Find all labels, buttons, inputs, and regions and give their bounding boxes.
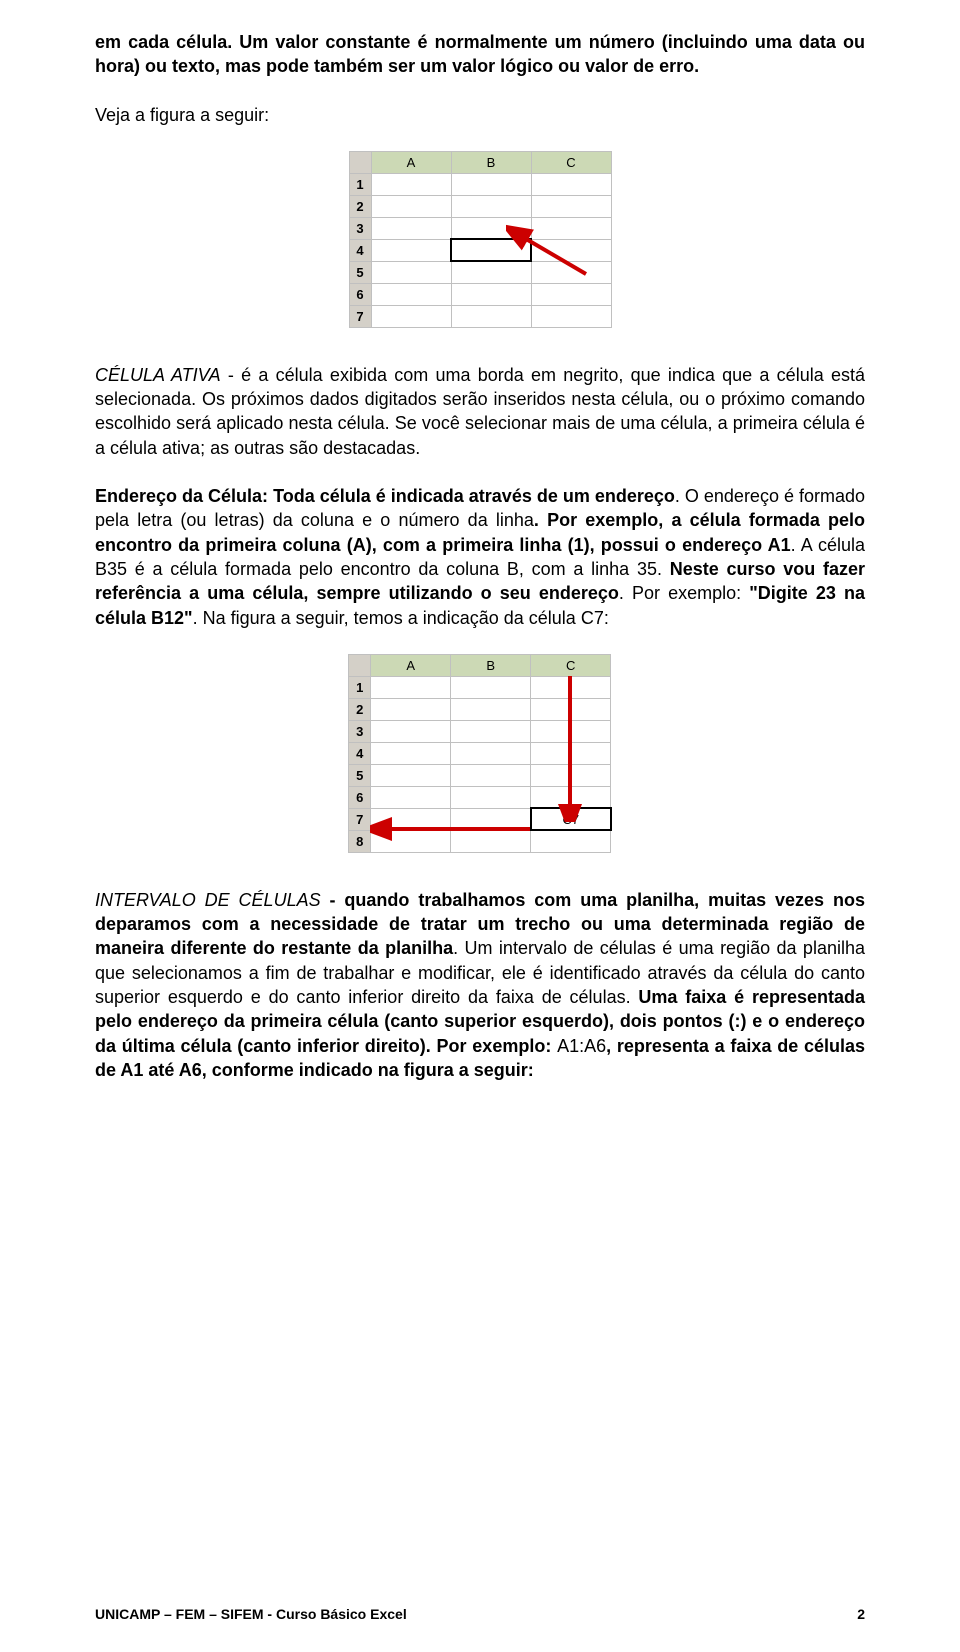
cell (371, 283, 451, 305)
cell (451, 786, 531, 808)
header-corner (349, 654, 371, 676)
figure-2-wrap: ABC 1234567 C7 8 (95, 654, 865, 853)
cell (531, 786, 611, 808)
cell (451, 261, 531, 283)
row-header: 3 (349, 720, 371, 742)
row-header: 4 (349, 742, 371, 764)
cell (451, 720, 531, 742)
cell (531, 305, 611, 327)
p4-m1: . O endereço é formado (675, 486, 865, 506)
figure-1: ABC 1234567 (349, 151, 612, 328)
p4-m3: . Por exemplo: (619, 583, 749, 603)
cell (371, 720, 451, 742)
row-header: 2 (349, 195, 371, 217)
p4-p1: pela letra (ou letras) da coluna e o núm… (95, 510, 534, 530)
row-header: 7 (349, 305, 371, 327)
cell (451, 195, 531, 217)
cell (451, 698, 531, 720)
cell (371, 786, 451, 808)
p4-m4: . Na figura a seguir, temos a indicação … (193, 608, 609, 628)
cell (531, 239, 611, 261)
cell (531, 173, 611, 195)
footer-left: UNICAMP – FEM – SIFEM - Curso Básico Exc… (95, 1606, 407, 1622)
row-header: 6 (349, 283, 371, 305)
p4-b1: Toda célula é indicada através de um end… (273, 486, 675, 506)
active-cell: C7 (531, 808, 611, 830)
cell (371, 239, 451, 261)
cell (531, 698, 611, 720)
paragraph-4: Endereço da Célula: Toda célula é indica… (95, 484, 865, 630)
cell (451, 283, 531, 305)
p5-p2: A1:A6 (557, 1036, 606, 1056)
row-header: 5 (349, 764, 371, 786)
header-corner (349, 151, 371, 173)
cell (531, 676, 611, 698)
cell (371, 830, 451, 852)
p4-prefix: Endereço da Célula: (95, 486, 273, 506)
row-header: 8 (349, 830, 371, 852)
column-header: A (371, 654, 451, 676)
figure-1-wrap: ABC 1234567 (95, 151, 865, 328)
cell (451, 305, 531, 327)
cell (371, 676, 451, 698)
paragraph-5: INTERVALO DE CÉLULAS - quando trabalhamo… (95, 888, 865, 1082)
cell (531, 830, 611, 852)
cell (371, 742, 451, 764)
cell (371, 173, 451, 195)
cell (451, 676, 531, 698)
cell (371, 808, 451, 830)
cell (371, 217, 451, 239)
row-header: 1 (349, 173, 371, 195)
cell (531, 720, 611, 742)
row-header: 2 (349, 698, 371, 720)
row-header: 3 (349, 217, 371, 239)
cell (451, 173, 531, 195)
cell (531, 283, 611, 305)
column-header: A (371, 151, 451, 173)
row-header: 1 (349, 676, 371, 698)
term-intervalo: INTERVALO DE CÉLULAS (95, 890, 321, 910)
figure-2: ABC 1234567 C7 8 (348, 654, 612, 853)
cell (371, 698, 451, 720)
column-header: C (531, 654, 611, 676)
column-header: C (531, 151, 611, 173)
cell (371, 305, 451, 327)
page-footer: UNICAMP – FEM – SIFEM - Curso Básico Exc… (95, 1606, 865, 1622)
cell (371, 764, 451, 786)
term-celula-ativa: CÉLULA ATIVA (95, 365, 221, 385)
cell (531, 217, 611, 239)
cell (531, 261, 611, 283)
spreadsheet-1: ABC 1234567 (349, 151, 612, 328)
paragraph-2: Veja a figura a seguir: (95, 103, 865, 127)
spreadsheet-2: ABC 1234567 C7 8 (348, 654, 612, 853)
cell (451, 217, 531, 239)
cell (451, 830, 531, 852)
active-cell (451, 239, 531, 261)
cell (371, 261, 451, 283)
row-header: 5 (349, 261, 371, 283)
row-header: 6 (349, 786, 371, 808)
row-header: 7 (349, 808, 371, 830)
paragraph-3: CÉLULA ATIVA - é a célula exibida com um… (95, 363, 865, 460)
cell (371, 195, 451, 217)
column-header: B (451, 654, 531, 676)
cell (451, 742, 531, 764)
cell (531, 764, 611, 786)
paragraph-1: em cada célula. Um valor constante é nor… (95, 30, 865, 79)
cell (531, 742, 611, 764)
row-header: 4 (349, 239, 371, 261)
cell (451, 808, 531, 830)
cell (531, 195, 611, 217)
cell (451, 764, 531, 786)
page: em cada célula. Um valor constante é nor… (0, 0, 960, 1652)
footer-page-number: 2 (857, 1606, 865, 1622)
column-header: B (451, 151, 531, 173)
